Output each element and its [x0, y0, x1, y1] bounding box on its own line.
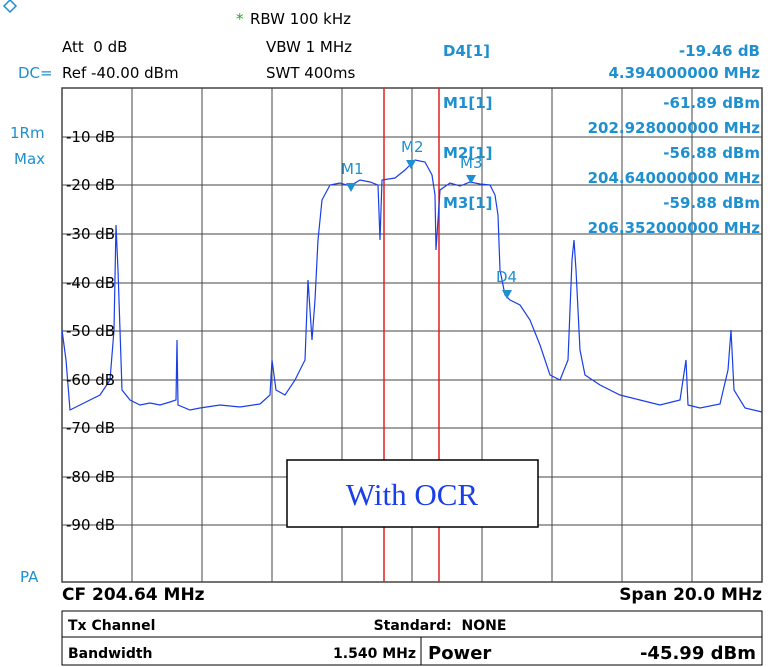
y-label: -90 dB [66, 516, 115, 534]
readout-freq: 202.928000000 MHz [588, 119, 761, 137]
marker-label: M3 [460, 154, 483, 172]
readout-value: -19.46 dB [679, 42, 760, 60]
readout-value: -61.89 dBm [663, 94, 760, 112]
cell: -45.99 dBm [640, 643, 756, 664]
readout-freq: 204.640000000 MHz [588, 169, 761, 187]
center-freq: CF 204.64 MHz [62, 585, 205, 605]
marker [406, 160, 416, 169]
readout-freq: 4.394000000 MHz [608, 64, 760, 82]
swt: SWT 400ms [266, 64, 356, 82]
vbw: VBW 1 MHz [266, 38, 352, 56]
readout-freq: 206.352000000 MHz [588, 219, 761, 237]
cell: Bandwidth [68, 646, 153, 662]
marker [346, 183, 356, 192]
cell: Tx Channel [68, 618, 155, 634]
table-frame [61, 610, 763, 666]
y-label: -50 dB [66, 322, 115, 340]
summary-table: Tx Channel Standard: NONE Bandwidth 1.54… [61, 610, 763, 666]
readout-label: D4[1] [443, 42, 490, 60]
y-label: -30 dB [66, 225, 115, 243]
readout-value: -56.88 dBm [663, 144, 760, 162]
cell: Standard: NONE [374, 618, 507, 634]
trace-mode: 1Rm [10, 124, 45, 142]
pa: PA [20, 568, 39, 586]
att: Att 0 dB [62, 38, 127, 56]
overlay-text: With OCR [346, 477, 479, 512]
ref: Ref -40.00 dBm [62, 64, 179, 82]
rbw: RBW 100 kHz [250, 10, 351, 28]
rbw-star: * [236, 10, 244, 28]
cell: 1.540 MHz [333, 646, 416, 662]
y-label: -80 dB [66, 468, 115, 486]
dc: DC= [18, 64, 53, 82]
span: Span 20.0 MHz [619, 585, 762, 605]
y-label: -60 dB [66, 371, 115, 389]
readout-value: -59.88 dBm [663, 194, 760, 212]
overlay-box [286, 459, 539, 528]
y-label: -40 dB [66, 274, 115, 292]
trace-mode: Max [14, 150, 45, 168]
readout-label: M1[1] [443, 94, 493, 112]
readouts: D4[1] -19.46 dB 4.394000000 MHz M1[1] -6… [443, 42, 760, 237]
marker-label: M2 [401, 138, 424, 156]
status-icon [2, 0, 18, 14]
trace [61, 159, 763, 413]
marker [466, 175, 476, 184]
readout-label: M2[1] [443, 144, 493, 162]
markers: M1 M2 M3 D4 [341, 138, 517, 299]
y-labels: -10 dB -20 dB -30 dB -40 dB -50 dB -60 d… [66, 128, 115, 534]
y-label: -10 dB [66, 128, 115, 146]
readout-label: M3[1] [443, 194, 493, 212]
marker-label: D4 [496, 268, 517, 286]
y-label: -70 dB [66, 419, 115, 437]
y-label: -20 dB [66, 176, 115, 194]
marker [502, 290, 512, 299]
marker-label: M1 [341, 160, 364, 178]
cell: Power [428, 643, 491, 664]
